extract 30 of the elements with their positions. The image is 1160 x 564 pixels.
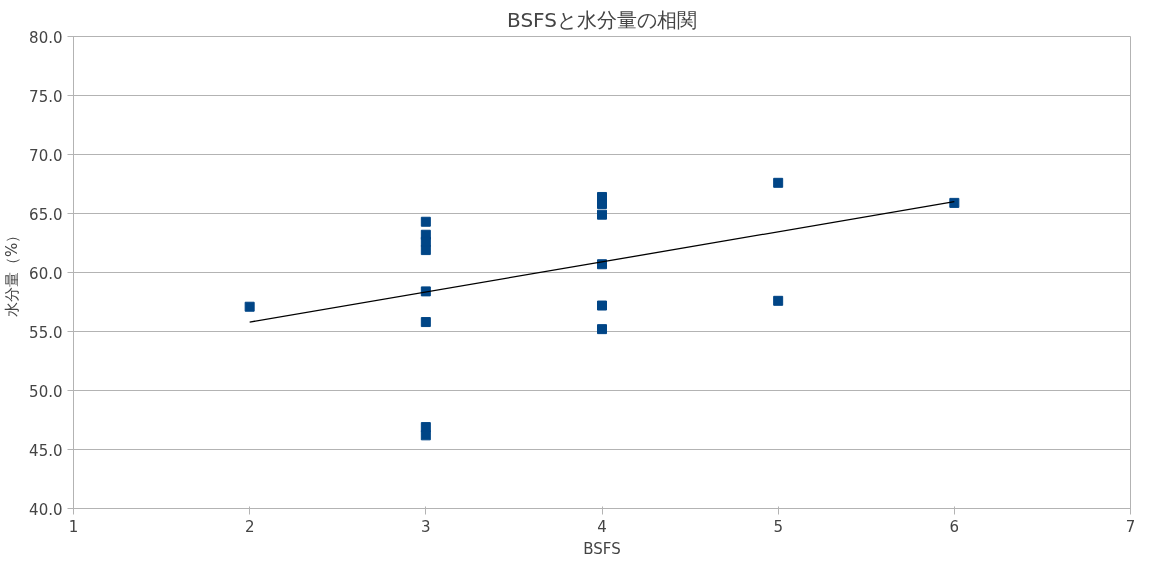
- point: [597, 209, 607, 220]
- x-axis-title: BSFS: [583, 539, 621, 558]
- x-tick-label: 2: [244, 517, 255, 536]
- point: [420, 245, 431, 256]
- y-tick-label: 80.0: [29, 28, 63, 47]
- point: [773, 295, 784, 306]
- y-tick-label: 45.0: [29, 441, 63, 460]
- point: [597, 300, 607, 311]
- y-tick-label: 65.0: [29, 205, 63, 224]
- x-tick-label: 6: [949, 517, 960, 536]
- point: [420, 216, 431, 227]
- point: [244, 301, 255, 312]
- y-tick-label: 50.0: [29, 382, 63, 401]
- x-tick-label: 4: [597, 517, 607, 536]
- point: [949, 197, 960, 208]
- y-tick-label: 75.0: [29, 87, 63, 106]
- point: [420, 430, 431, 441]
- point: [597, 324, 607, 335]
- point: [420, 317, 431, 328]
- y-axis-title: 水分量（%）: [3, 227, 22, 318]
- y-tick-label: 40.0: [29, 500, 63, 519]
- y-tick-label: 70.0: [29, 146, 63, 165]
- x-tick-label: 7: [1125, 517, 1136, 536]
- x-tick-label: 1: [68, 517, 79, 536]
- y-tick-label: 55.0: [29, 323, 63, 342]
- y-tick-label: 60.0: [29, 264, 63, 283]
- chart-title: BSFSと水分量の相関: [507, 7, 697, 32]
- x-tick-label: 3: [421, 517, 431, 536]
- point: [773, 177, 784, 188]
- x-tick-label: 5: [773, 517, 783, 536]
